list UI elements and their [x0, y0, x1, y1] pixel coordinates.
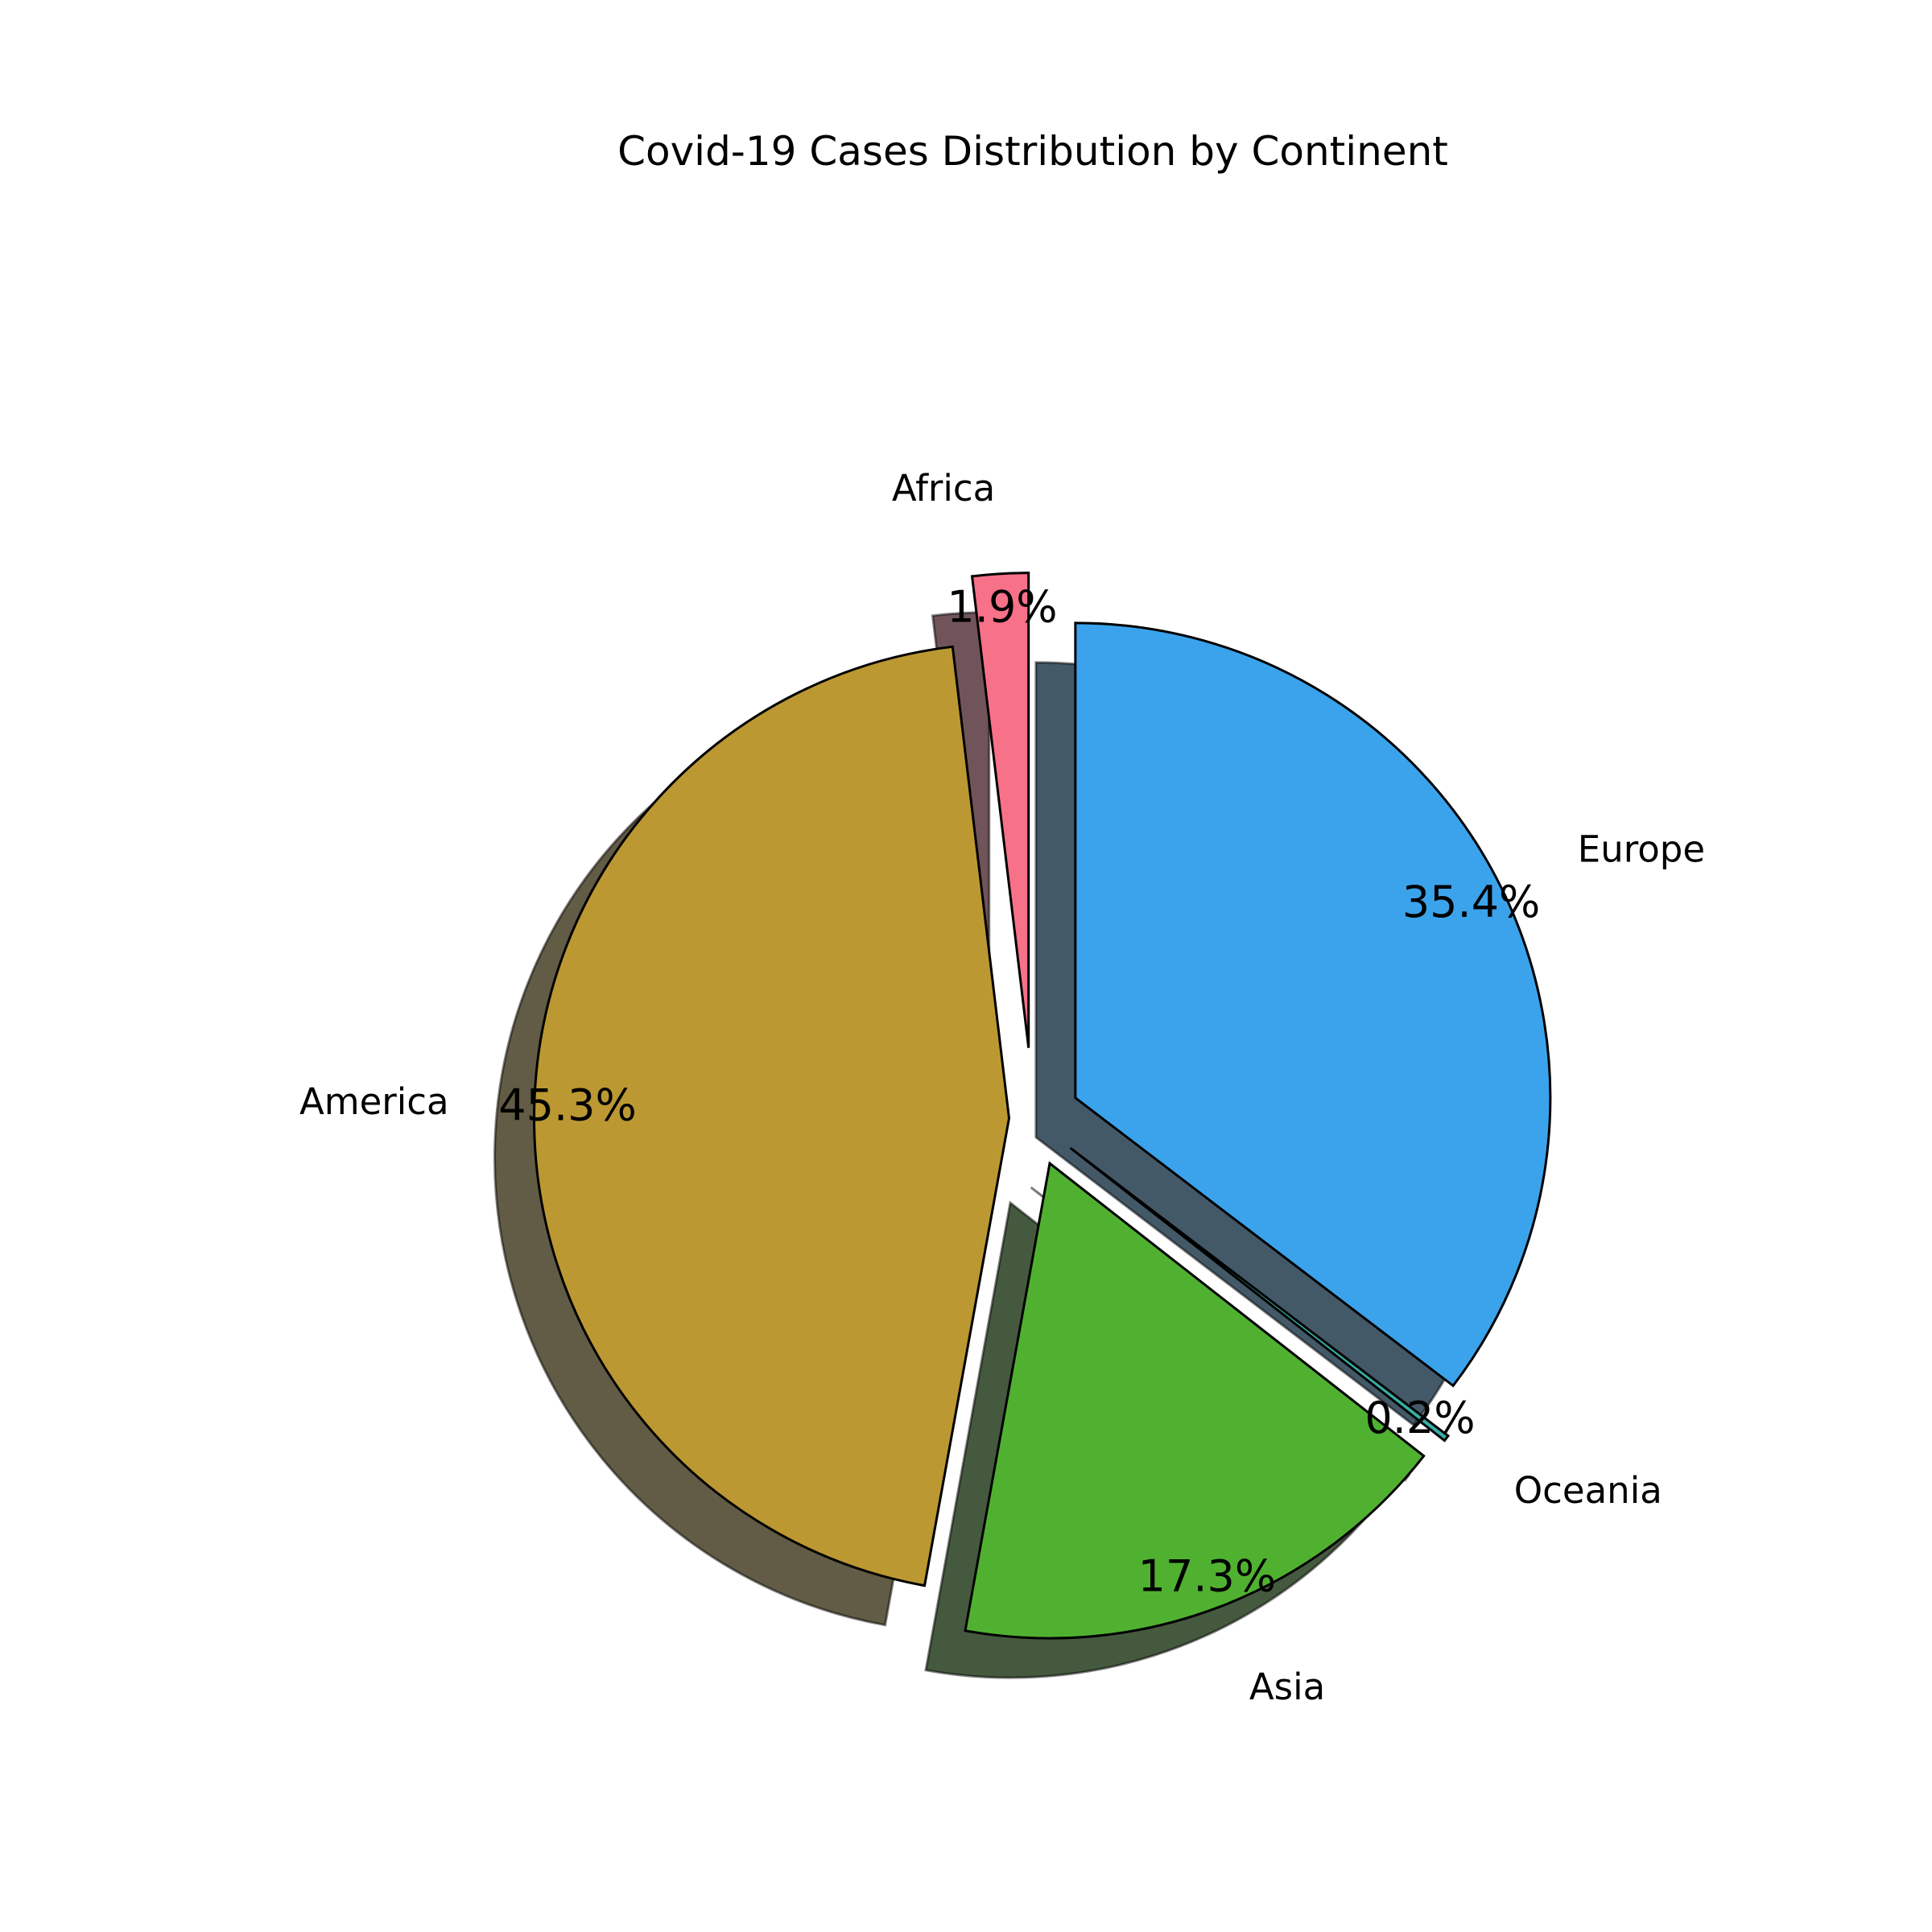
pct-label-oceania: 0.2% [1364, 1393, 1475, 1443]
pct-label-america: 45.3% [498, 1080, 637, 1130]
pct-label-europe: 35.4% [1402, 877, 1541, 927]
label-layer: Africa 1.9% America 45.3% Asia 17.3% Oceania 0.… [299, 467, 1705, 1708]
label-asia: Asia [1249, 1666, 1325, 1708]
pct-label-asia: 17.3% [1138, 1550, 1277, 1601]
slice-europe [1074, 621, 1552, 1388]
pct-label-africa: 1.9% [947, 581, 1057, 632]
label-oceania: Oceania [1514, 1469, 1662, 1512]
label-africa: Africa [892, 467, 995, 510]
slice-africa [970, 572, 1030, 1048]
slice-layer [533, 572, 1552, 1640]
slice-america [533, 645, 1011, 1587]
slice-oceania [1069, 1146, 1451, 1443]
slice-asia [964, 1161, 1426, 1640]
label-europe: Europe [1578, 828, 1705, 870]
label-america: America [299, 1080, 449, 1123]
chart-title: Covid-19 Cases Distribution by Continent [617, 128, 1448, 175]
